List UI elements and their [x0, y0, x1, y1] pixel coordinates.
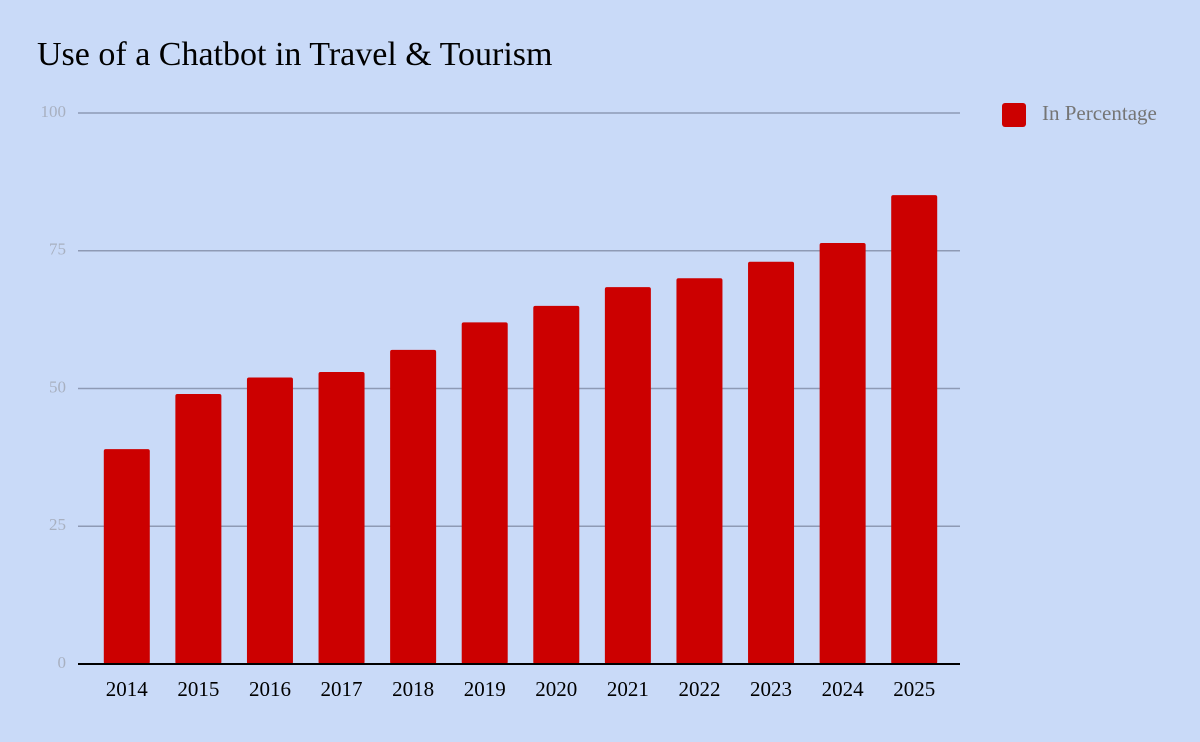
x-tick-label: 2016 — [249, 677, 291, 701]
y-tick-label: 75 — [49, 240, 66, 259]
bar — [891, 195, 938, 664]
bar — [676, 278, 723, 664]
bar — [246, 377, 293, 664]
x-tick-label: 2014 — [106, 677, 149, 701]
x-tick-label: 2019 — [464, 677, 506, 701]
chart-title: Use of a Chatbot in Travel & Tourism — [37, 36, 552, 73]
x-tick-label: 2017 — [321, 677, 363, 701]
legend-swatch — [1002, 103, 1026, 127]
y-tick-label: 50 — [49, 377, 66, 396]
legend-label: In Percentage — [1042, 101, 1157, 125]
y-tick-label: 0 — [58, 653, 67, 672]
bar — [461, 322, 508, 664]
x-tick-label: 2023 — [750, 677, 792, 701]
x-tick-label: 2015 — [177, 677, 219, 701]
bar — [390, 349, 437, 664]
bar — [819, 243, 866, 664]
x-tick-label: 2022 — [678, 677, 720, 701]
x-tick-label: 2021 — [607, 677, 649, 701]
x-tick-label: 2018 — [392, 677, 434, 701]
bar — [604, 287, 651, 664]
bar — [748, 261, 795, 664]
bar — [103, 449, 150, 664]
bar — [533, 305, 580, 664]
y-tick-label: 25 — [49, 515, 66, 534]
y-tick-label: 100 — [41, 102, 67, 121]
x-tick-label: 2024 — [822, 677, 865, 701]
x-tick-label: 2025 — [893, 677, 935, 701]
x-tick-label: 2020 — [535, 677, 577, 701]
bar — [175, 394, 222, 664]
bar — [318, 371, 365, 664]
